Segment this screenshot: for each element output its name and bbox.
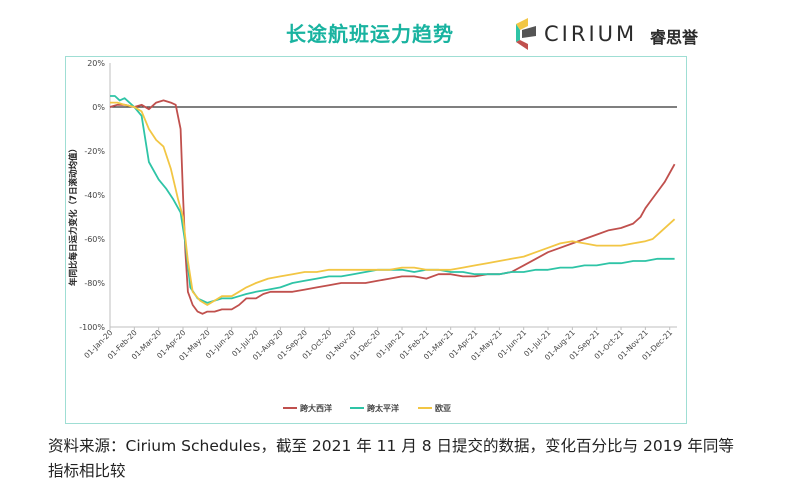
y-tick-label: 20% [87, 59, 105, 68]
y-tick-label: -100% [79, 323, 105, 332]
cirium-logo: CIRIUM 睿思誉 [510, 14, 700, 54]
y-tick-label: -60% [84, 235, 105, 244]
legend: 跨大西洋 跨太平洋 欧亚 [283, 403, 451, 413]
legend-label: 跨太平洋 [367, 403, 399, 413]
series-line-pacific [110, 95, 675, 304]
y-tick-label: -20% [84, 147, 105, 156]
cirium-logo-icon [516, 18, 536, 50]
y-tick-label: 0% [92, 103, 105, 112]
y-tick-label: -80% [84, 279, 105, 288]
legend-label: 欧亚 [435, 403, 451, 413]
chart-title: 长途航班运力趋势 [286, 22, 454, 46]
logo-wordmark: CIRIUM [544, 22, 638, 46]
series-lines [109, 95, 676, 315]
legend-item-atlantic: 跨大西洋 [283, 403, 332, 413]
y-tick-label: -40% [84, 191, 105, 200]
source-note: 资料来源：Cirium Schedules，截至 2021 年 11 月 8 日… [48, 437, 734, 480]
chart-frame [65, 56, 687, 424]
series-line-euro-asia [110, 101, 676, 306]
logo-chinese-name: 睿思誉 [650, 28, 699, 47]
series-line-atlantic [109, 99, 676, 315]
x-axis: 01-Jan-2001-Feb-2001-Mar-2001-Apr-2001-M… [82, 327, 674, 363]
legend-item-euro-asia: 欧亚 [418, 403, 451, 413]
y-axis: 20% 0% -20% -40% -60% -80% -100% [79, 59, 677, 332]
y-axis-label: 年同比每日运力变化（7日滚动均值） [68, 144, 79, 286]
legend-label: 跨大西洋 [300, 403, 332, 413]
legend-item-pacific: 跨太平洋 [350, 403, 399, 413]
